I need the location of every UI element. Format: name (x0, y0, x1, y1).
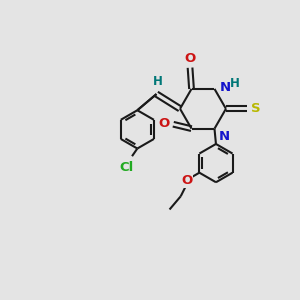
Text: H: H (230, 77, 240, 90)
Text: N: N (220, 81, 231, 94)
Text: O: O (158, 117, 169, 130)
Text: O: O (184, 52, 196, 65)
Text: Cl: Cl (120, 161, 134, 175)
Text: H: H (153, 75, 163, 88)
Text: S: S (251, 102, 260, 115)
Text: N: N (219, 130, 230, 143)
Text: O: O (181, 173, 192, 187)
